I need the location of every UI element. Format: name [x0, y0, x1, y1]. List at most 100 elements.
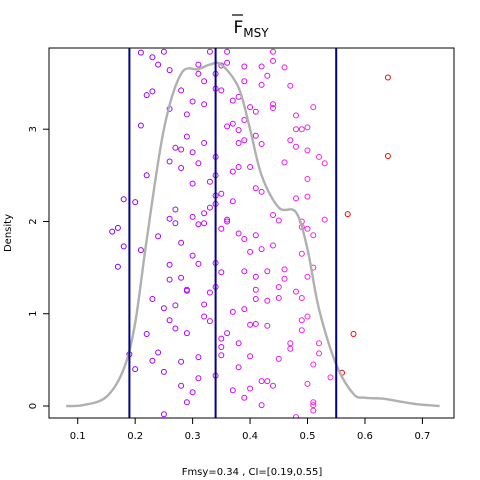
scatter-point	[327, 374, 334, 381]
scatter-point	[270, 101, 276, 108]
scatter-point	[229, 120, 236, 127]
scatter-point	[293, 195, 299, 202]
scatter-point	[178, 146, 185, 153]
scatter-point	[275, 284, 282, 290]
scatter-point	[155, 61, 162, 68]
scatter-point	[149, 88, 156, 95]
scatter-point	[304, 193, 311, 200]
scatter-point	[218, 352, 225, 359]
scatter-point	[298, 250, 305, 257]
scatter-point	[160, 305, 167, 312]
scatter-point	[258, 141, 265, 147]
scatter-point	[293, 126, 299, 133]
scatter-point	[293, 414, 299, 418]
scatter-point	[304, 273, 311, 280]
scatter-point	[189, 389, 196, 396]
x-tick-label: 0.7	[414, 431, 430, 442]
scatter-point	[304, 147, 311, 154]
x-axis: 0.1 0.2 0.3 0.4 0.5 0.6 0.7	[70, 417, 430, 442]
scatter-point	[225, 36, 230, 41]
scatter-point	[172, 206, 179, 213]
scatter-point	[218, 335, 225, 342]
y-tick-label: 3	[28, 126, 39, 132]
scatter-point	[235, 340, 242, 347]
scatter-point	[137, 49, 144, 56]
scatter-point	[310, 104, 317, 111]
scatter-point	[241, 63, 248, 70]
footnote: Fmsy=0.34 , CI=[0.19,0.55]	[182, 467, 323, 478]
scatter-point	[195, 354, 202, 361]
scatter-point	[264, 378, 271, 385]
scatter-point	[201, 220, 208, 227]
scatter-point	[281, 266, 288, 273]
scatter-point	[201, 313, 208, 320]
scatter-point	[224, 218, 231, 225]
scatter-point	[252, 273, 259, 280]
scatter-point	[281, 64, 288, 71]
scatter-point	[252, 185, 259, 192]
scatter-point	[252, 286, 259, 293]
scatter-point	[247, 385, 254, 392]
scatter-point	[166, 276, 173, 283]
scatter-point	[155, 349, 162, 356]
scatter-point	[206, 204, 213, 211]
scatter-point	[218, 344, 225, 350]
x-tick-label: 0.1	[70, 431, 86, 442]
scatter-point	[264, 72, 271, 79]
scatter-point	[189, 213, 196, 220]
scatter-point	[114, 263, 121, 270]
scatter-point	[384, 153, 391, 159]
scatter-point	[166, 158, 173, 165]
scatter-point	[248, 42, 253, 47]
scatter-point	[247, 248, 254, 255]
scatter-point	[258, 402, 265, 409]
scatter-point	[218, 87, 225, 94]
scatter-point	[235, 140, 242, 146]
scatter-point	[178, 274, 185, 281]
scatter-point	[155, 233, 162, 240]
scatter-point	[189, 252, 196, 259]
scatter-point	[178, 358, 185, 365]
scatter-point	[258, 246, 265, 253]
scatter-point	[218, 190, 225, 197]
scatter-points	[109, 36, 391, 418]
scatter-point	[247, 353, 254, 360]
scatter-point	[344, 211, 351, 218]
scatter-point	[195, 70, 202, 77]
scatter-point	[270, 48, 276, 55]
scatter-point	[304, 124, 311, 131]
scatter-point	[275, 355, 282, 362]
scatter-point	[252, 320, 259, 327]
y-axis-label: Density	[3, 214, 14, 252]
x-tick-label: 0.5	[300, 431, 316, 442]
scatter-point	[183, 287, 190, 294]
scatter-point	[137, 122, 144, 129]
scatter-point	[195, 375, 202, 382]
scatter-point	[304, 225, 311, 232]
scatter-point	[252, 108, 259, 115]
scatter-point	[270, 212, 276, 218]
scatter-point	[172, 144, 179, 151]
scatter-point	[241, 268, 248, 275]
scatter-point	[229, 198, 236, 205]
scatter-point	[201, 301, 208, 308]
scatter-point	[206, 178, 213, 185]
scatter-point	[252, 132, 259, 139]
scatter-point	[287, 137, 294, 144]
scatter-point	[235, 230, 242, 237]
scatter-point	[120, 243, 127, 250]
y-tick-label: 2	[28, 218, 39, 224]
scatter-point	[178, 382, 185, 389]
scatter-point	[229, 387, 236, 394]
scatter-point	[195, 160, 202, 167]
scatter-point	[310, 399, 317, 406]
scatter-point	[247, 164, 254, 170]
scatter-point	[160, 368, 167, 375]
scatter-point	[241, 306, 248, 313]
y-axis: 0 1 2 3	[28, 126, 50, 409]
scatter-point	[252, 296, 259, 302]
scatter-point	[235, 127, 242, 134]
y-tick-label: 0	[28, 403, 39, 409]
scatter-point	[298, 327, 305, 334]
scatter-point	[178, 165, 185, 171]
